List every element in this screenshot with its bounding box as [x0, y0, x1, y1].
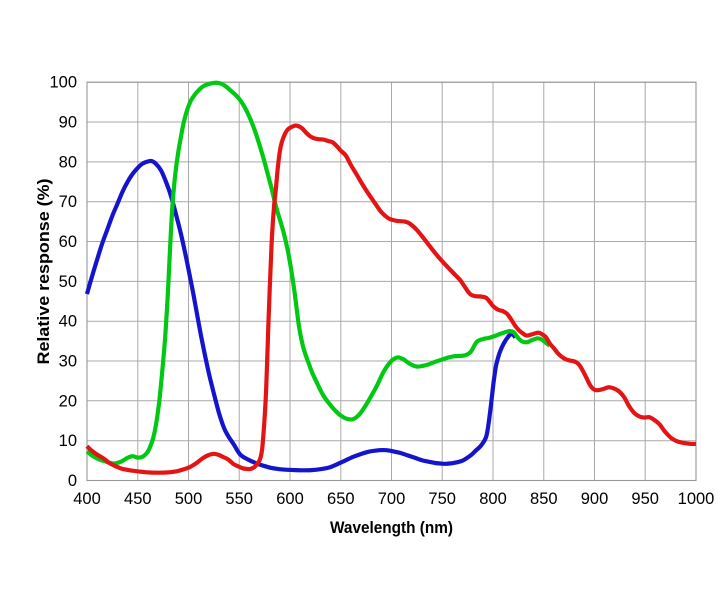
- svg-text:950: 950: [631, 490, 659, 508]
- svg-text:Wavelength (nm): Wavelength (nm): [330, 518, 453, 537]
- svg-text:550: 550: [225, 490, 253, 508]
- svg-text:80: 80: [59, 153, 77, 171]
- svg-text:50: 50: [59, 273, 77, 291]
- svg-text:0: 0: [68, 472, 77, 490]
- svg-text:40: 40: [59, 313, 77, 331]
- svg-text:30: 30: [59, 353, 77, 371]
- svg-text:400: 400: [73, 490, 101, 508]
- svg-text:1000: 1000: [678, 490, 715, 508]
- svg-text:750: 750: [428, 490, 456, 508]
- svg-text:800: 800: [479, 490, 507, 508]
- svg-text:700: 700: [378, 490, 406, 508]
- svg-text:900: 900: [581, 490, 609, 508]
- svg-text:90: 90: [59, 114, 77, 132]
- svg-text:500: 500: [175, 490, 203, 508]
- svg-text:60: 60: [59, 233, 77, 251]
- svg-text:20: 20: [59, 392, 77, 410]
- svg-text:450: 450: [124, 490, 152, 508]
- svg-text:Relative response (%): Relative response (%): [34, 179, 53, 365]
- svg-text:600: 600: [276, 490, 304, 508]
- svg-text:70: 70: [59, 193, 77, 211]
- svg-text:10: 10: [59, 432, 77, 450]
- svg-text:100: 100: [49, 74, 77, 92]
- svg-text:850: 850: [530, 490, 558, 508]
- svg-text:650: 650: [327, 490, 355, 508]
